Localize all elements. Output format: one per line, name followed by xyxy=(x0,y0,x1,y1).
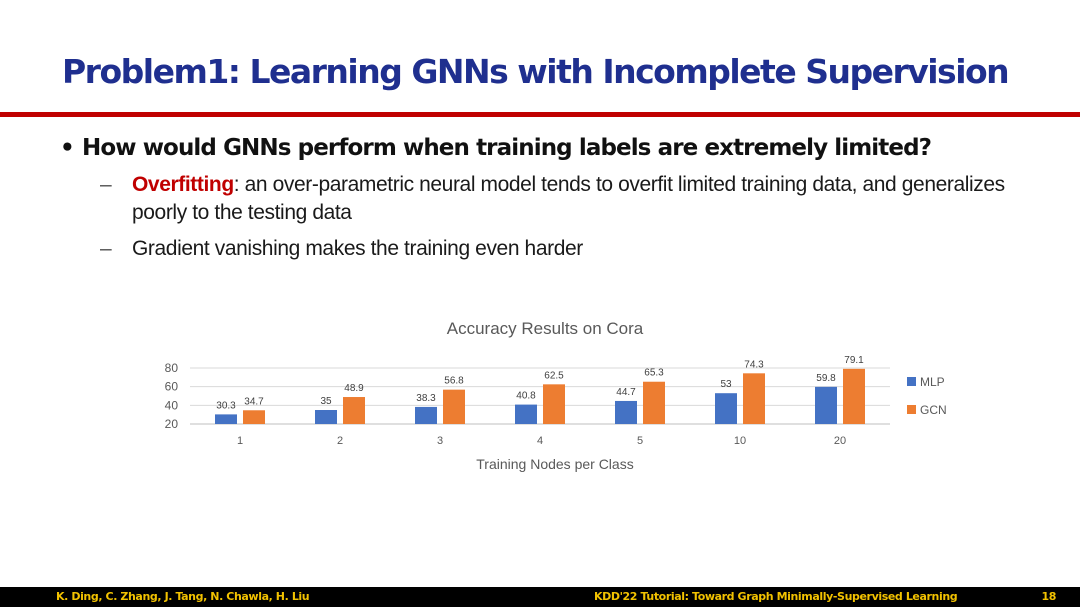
bar-mlp xyxy=(715,393,737,424)
footer-bar: K. Ding, C. Zhang, J. Tang, N. Chawla, H… xyxy=(0,587,1080,607)
x-tick-label: 2 xyxy=(337,435,343,447)
bar-mlp xyxy=(315,410,337,424)
sub-item-gradient: – Gradient vanishing makes the training … xyxy=(100,235,1050,263)
bar-gcn xyxy=(443,389,465,424)
bullet-marker: • xyxy=(60,135,75,161)
bar-gcn xyxy=(643,381,665,424)
data-label: 35 xyxy=(320,396,332,407)
data-label: 40.8 xyxy=(516,391,536,402)
x-axis-label: Training Nodes per Class xyxy=(476,456,633,472)
bar-gcn xyxy=(843,368,865,424)
bar-mlp xyxy=(215,414,237,424)
bar-gcn xyxy=(243,410,265,424)
data-label: 48.9 xyxy=(344,383,364,394)
title-divider xyxy=(0,112,1080,117)
bar-mlp xyxy=(815,386,837,424)
legend-label-mlp: MLP xyxy=(920,375,945,389)
x-tick-label: 1 xyxy=(237,435,243,447)
bullet-list: • How would GNNs perform when training l… xyxy=(60,135,1050,263)
sub-marker: – xyxy=(100,173,112,196)
footer-authors: K. Ding, C. Zhang, J. Tang, N. Chawla, H… xyxy=(56,590,310,603)
bar-gcn xyxy=(543,384,565,424)
x-tick-label: 5 xyxy=(637,435,643,447)
x-tick-label: 4 xyxy=(537,435,543,447)
data-label: 62.5 xyxy=(544,370,564,381)
legend-swatch-mlp xyxy=(907,377,916,386)
y-tick-label: 80 xyxy=(165,361,179,375)
x-tick-label: 20 xyxy=(834,435,846,447)
data-label: 56.8 xyxy=(444,376,464,387)
data-label: 38.3 xyxy=(416,393,436,404)
data-label: 74.3 xyxy=(744,359,764,370)
y-tick-label: 60 xyxy=(165,380,179,394)
data-label: 79.1 xyxy=(844,355,864,366)
bar-gcn xyxy=(343,397,365,424)
chart-canvas: Accuracy Results on Cora 20 40 60 80 1 30.3 34.… xyxy=(165,319,947,472)
x-tick-label: 3 xyxy=(437,435,443,447)
footer-page-number: 18 xyxy=(1041,590,1056,603)
bullet-item-question: • How would GNNs perform when training l… xyxy=(60,135,1050,161)
bar-mlp xyxy=(515,404,537,424)
bar-mlp xyxy=(615,400,637,424)
sub-item-overfitting: – Overfitting: an over-parametric neural… xyxy=(100,171,1050,227)
slide-title: Problem1: Learning GNNs with Incomplete … xyxy=(62,52,1010,91)
data-label: 59.8 xyxy=(816,373,836,384)
data-label: 30.3 xyxy=(216,400,236,411)
data-label: 34.7 xyxy=(244,396,264,407)
legend-swatch-gcn xyxy=(907,405,916,414)
sub-marker: – xyxy=(100,237,112,260)
accuracy-bar-chart: Accuracy Results on Cora 20 40 60 80 1 30.3 34.… xyxy=(150,310,950,480)
footer-event: KDD'22 Tutorial: Toward Graph Minimally-… xyxy=(594,590,958,603)
y-tick-label: 20 xyxy=(165,417,179,431)
data-label: 53 xyxy=(720,379,732,390)
overfitting-text: : an over-parametric neural model tends … xyxy=(132,173,1005,224)
gradient-text: Gradient vanishing makes the training ev… xyxy=(132,237,583,260)
chart-title: Accuracy Results on Cora xyxy=(447,319,644,338)
bullet-text: How would GNNs perform when training lab… xyxy=(82,135,932,161)
data-label: 65.3 xyxy=(644,368,664,379)
y-tick-label: 40 xyxy=(165,398,179,412)
x-tick-label: 10 xyxy=(734,435,746,447)
bar-gcn xyxy=(743,373,765,424)
data-label: 44.7 xyxy=(616,387,636,398)
overfitting-highlight: Overfitting xyxy=(132,173,234,196)
bar-mlp xyxy=(415,406,437,424)
legend-label-gcn: GCN xyxy=(920,403,947,417)
